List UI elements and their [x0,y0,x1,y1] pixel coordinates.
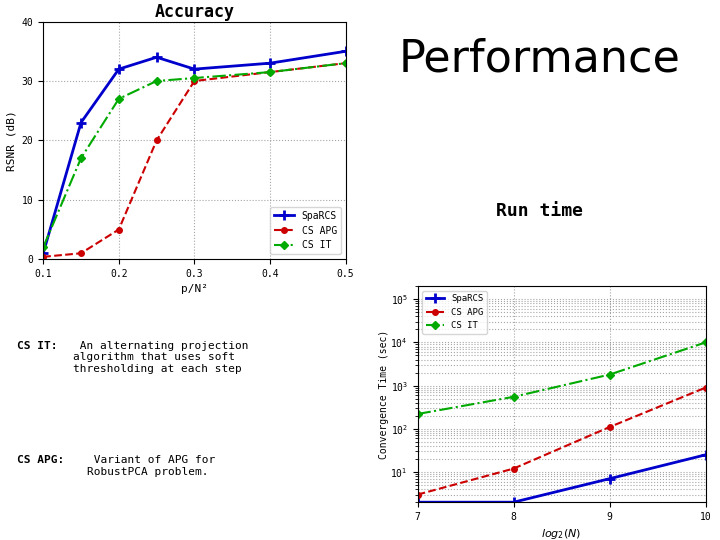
CS APG [190,78,199,84]
Text: An alternating projection
algorithm that uses soft
thresholding at each step: An alternating projection algorithm that… [73,341,249,374]
Y-axis label: Convergence Time (sec): Convergence Time (sec) [379,329,389,459]
Text: Variant of APG for
RobustPCA problem.: Variant of APG for RobustPCA problem. [86,455,215,477]
X-axis label: p/N²: p/N² [181,285,208,294]
CS APG [701,384,710,391]
Line: CS APG: CS APG [415,385,708,497]
CS APG [153,137,161,144]
CS IT [266,69,274,76]
Text: CS IT:: CS IT: [17,341,58,351]
Line: CS IT: CS IT [415,340,708,417]
SpaRCS [413,499,422,505]
CS APG [114,226,123,233]
SpaRCS [266,60,274,66]
CS APG [413,491,422,498]
CS IT [341,60,350,66]
Line: SpaRCS: SpaRCS [413,450,711,507]
SpaRCS [509,499,518,505]
SpaRCS [39,250,48,256]
CS IT [509,394,518,400]
Title: Accuracy: Accuracy [154,3,235,22]
SpaRCS [190,66,199,72]
SpaRCS [341,48,350,55]
Legend: SpaRCS, CS APG, CS IT: SpaRCS, CS APG, CS IT [422,291,487,334]
CS IT [153,78,161,84]
SpaRCS [153,54,161,60]
CS APG [606,424,614,430]
CS IT [114,96,123,102]
CS APG [509,465,518,472]
CS APG [39,254,48,260]
CS IT [701,339,710,346]
SpaRCS [701,451,710,458]
CS APG [76,250,86,256]
Line: CS APG: CS APG [40,60,348,260]
Text: CS APG:: CS APG: [17,455,64,465]
Line: CS IT: CS IT [40,60,348,250]
CS IT [413,411,422,417]
SpaRCS [606,475,614,482]
CS IT [76,155,86,161]
Text: Performance: Performance [399,38,681,81]
CS IT [39,244,48,251]
CS IT [606,372,614,378]
Line: SpaRCS: SpaRCS [38,46,351,258]
CS IT [190,75,199,81]
CS APG [266,69,274,76]
SpaRCS [76,119,86,126]
Legend: SpaRCS, CS APG, CS IT: SpaRCS, CS APG, CS IT [271,207,341,254]
CS APG [341,60,350,66]
X-axis label: $log_2(N)$: $log_2(N)$ [541,528,582,540]
Y-axis label: RSNR (dB): RSNR (dB) [6,110,16,171]
Text: Run time: Run time [497,201,583,220]
SpaRCS [114,66,123,72]
